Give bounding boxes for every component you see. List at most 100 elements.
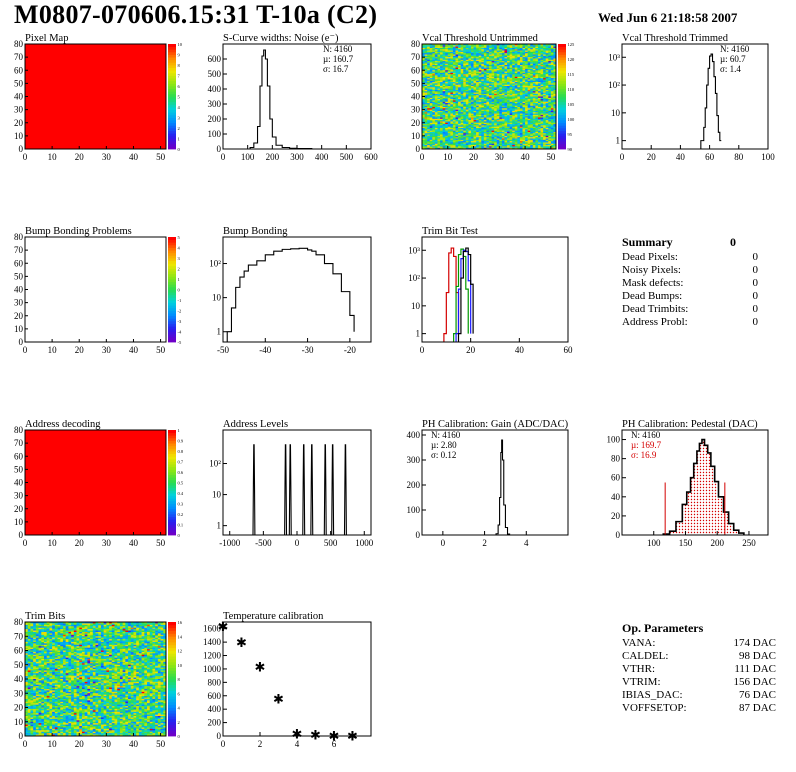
heatmap-cell — [458, 120, 461, 122]
y-tick-label: 30 — [14, 491, 24, 501]
heatmap-cell — [543, 143, 546, 146]
colorbar-cell — [168, 109, 176, 113]
heatmap-cell — [133, 622, 137, 624]
heatmap-cell — [442, 110, 446, 113]
heatmap-cell — [545, 71, 549, 74]
heatmap-cell — [452, 126, 456, 129]
heatmap-cell — [432, 50, 436, 53]
heatmap-cell — [452, 145, 456, 147]
heatmap-cell — [486, 129, 490, 131]
heatmap-cell — [499, 46, 503, 49]
heatmap-cell — [532, 125, 536, 127]
heatmap-cell — [494, 67, 498, 70]
heatmap-cell — [540, 92, 544, 95]
heatmap-cell — [507, 79, 510, 82]
heatmap-cell — [473, 129, 477, 131]
x-tick-label: 50 — [156, 345, 166, 355]
heatmap-cell — [470, 49, 474, 51]
heatmap-cell — [429, 125, 433, 127]
heatmap-cell — [478, 104, 482, 106]
heatmap-cell — [463, 101, 467, 104]
heatmap-cell — [468, 128, 472, 130]
heatmap-cell — [504, 46, 508, 49]
heatmap-cell — [491, 110, 495, 113]
heatmap-cell — [478, 128, 482, 130]
heatmap-cell — [540, 61, 544, 63]
heatmap-cell — [507, 100, 510, 103]
heatmap-cell — [512, 131, 516, 134]
heatmap-cell — [509, 91, 513, 93]
heatmap-cell — [465, 141, 469, 143]
heatmap-cell — [483, 112, 487, 114]
heatmap-cell — [545, 76, 549, 79]
heatmap-cell — [424, 131, 428, 134]
heatmap-cell — [530, 143, 534, 146]
heatmap-cell — [491, 137, 495, 139]
heatmap-cell — [450, 49, 454, 51]
heatmap-cell — [465, 143, 469, 146]
heatmap-cell — [527, 62, 531, 64]
heatmap-cell — [504, 113, 508, 116]
heatmap-cell — [455, 79, 459, 82]
heatmap-cell — [481, 101, 485, 104]
heatmap-cell — [491, 44, 495, 46]
heatmap-cell — [483, 63, 487, 66]
heatmap-cell — [532, 105, 536, 108]
heatmap-cell — [522, 112, 526, 114]
heatmap-cell — [532, 142, 536, 145]
heatmap-cell — [465, 93, 469, 96]
heatmap-cell — [481, 59, 485, 62]
heatmap-cell — [30, 623, 34, 626]
heatmap-cell — [509, 54, 513, 57]
x-tick-label: 40 — [515, 345, 525, 355]
heatmap-cell — [422, 62, 425, 64]
heatmap-cell — [117, 629, 121, 631]
heatmap-cell — [517, 100, 521, 103]
heatmap-cell — [522, 45, 526, 47]
heatmap-cell — [470, 143, 474, 146]
heatmap-cell — [468, 78, 472, 80]
heatmap-cell — [41, 627, 45, 630]
heatmap-cell — [496, 130, 500, 133]
heatmap-cell — [450, 70, 454, 72]
heatmap-cell — [470, 70, 474, 72]
heatmap-cell — [496, 108, 500, 110]
stat-mean: µ: 60.7 — [720, 54, 746, 64]
y-tick-label: 60 — [611, 473, 621, 483]
heatmap-cell — [424, 93, 428, 96]
heatmap-cell — [422, 107, 425, 109]
heatmap-cell — [519, 124, 523, 126]
heatmap-cell — [489, 122, 492, 125]
heatmap-cell — [424, 116, 428, 118]
heatmap-cell — [447, 68, 451, 71]
heatmap-cell — [486, 112, 490, 114]
heatmap-cell — [548, 120, 552, 122]
heatmap-cell — [501, 147, 505, 150]
heatmap-cell — [499, 51, 503, 54]
heatmap-cell — [440, 103, 443, 105]
heatmap-cell — [432, 71, 436, 74]
heatmap-cell — [494, 72, 498, 75]
heatmap-cell — [514, 143, 518, 146]
heatmap-cell — [496, 143, 500, 146]
heatmap-cell — [496, 133, 500, 135]
heatmap-cell — [481, 134, 485, 137]
heatmap-cell — [463, 57, 467, 59]
heatmap-cell — [496, 87, 500, 89]
heatmap-cell — [481, 93, 485, 96]
colorbar-cell — [558, 122, 566, 126]
heatmap-cell — [149, 624, 153, 627]
heatmap-cell — [442, 138, 446, 141]
heatmap-cell — [117, 627, 121, 630]
heatmap-cell — [460, 143, 464, 146]
heatmap-cell — [499, 76, 503, 79]
heatmap-cell — [532, 139, 536, 142]
heatmap-cell — [455, 117, 459, 120]
heatmap-cell — [507, 53, 510, 55]
heatmap-cell — [501, 135, 505, 138]
heatmap-cell — [509, 99, 513, 101]
heatmap-cell — [530, 79, 534, 82]
heatmap-cell — [517, 95, 521, 97]
heatmap-cell — [470, 65, 474, 67]
heatmap-cell — [522, 107, 526, 109]
